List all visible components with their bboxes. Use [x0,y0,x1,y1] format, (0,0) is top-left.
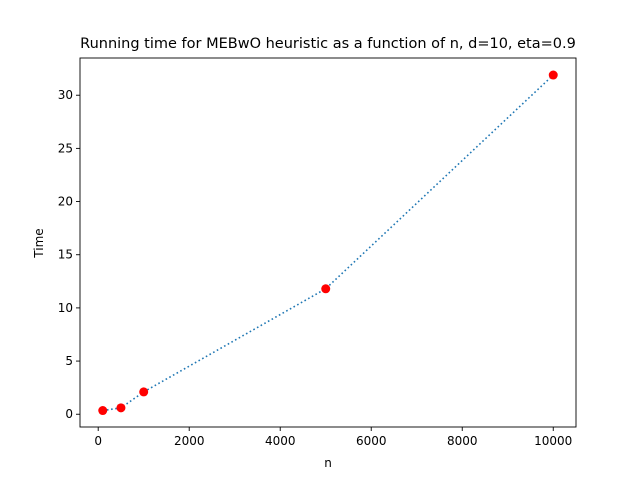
y-axis-label: Time [32,228,46,258]
y-tick-label: 30 [58,88,73,102]
y-tick-label: 10 [58,301,73,315]
y-tick-label: 20 [58,195,73,209]
y-tick-label: 25 [58,141,73,155]
y-tick-label: 5 [65,354,73,368]
x-tick-label: 10000 [534,434,572,448]
y-tick-label: 15 [58,248,73,262]
x-axis-label: n [324,456,332,470]
data-point [98,406,108,416]
x-tick-label: 4000 [265,434,296,448]
y-tick-label: 0 [65,407,73,421]
chart-title: Running time for MEBwO heuristic as a fu… [80,36,576,52]
data-point [321,284,331,294]
data-point [139,387,149,397]
x-tick-label: 0 [94,434,102,448]
plot-frame [79,57,577,428]
data-point [548,70,558,80]
x-tick-label: 6000 [356,434,387,448]
data-point [116,403,126,413]
x-tick-label: 2000 [174,434,205,448]
x-tick-label: 8000 [447,434,478,448]
